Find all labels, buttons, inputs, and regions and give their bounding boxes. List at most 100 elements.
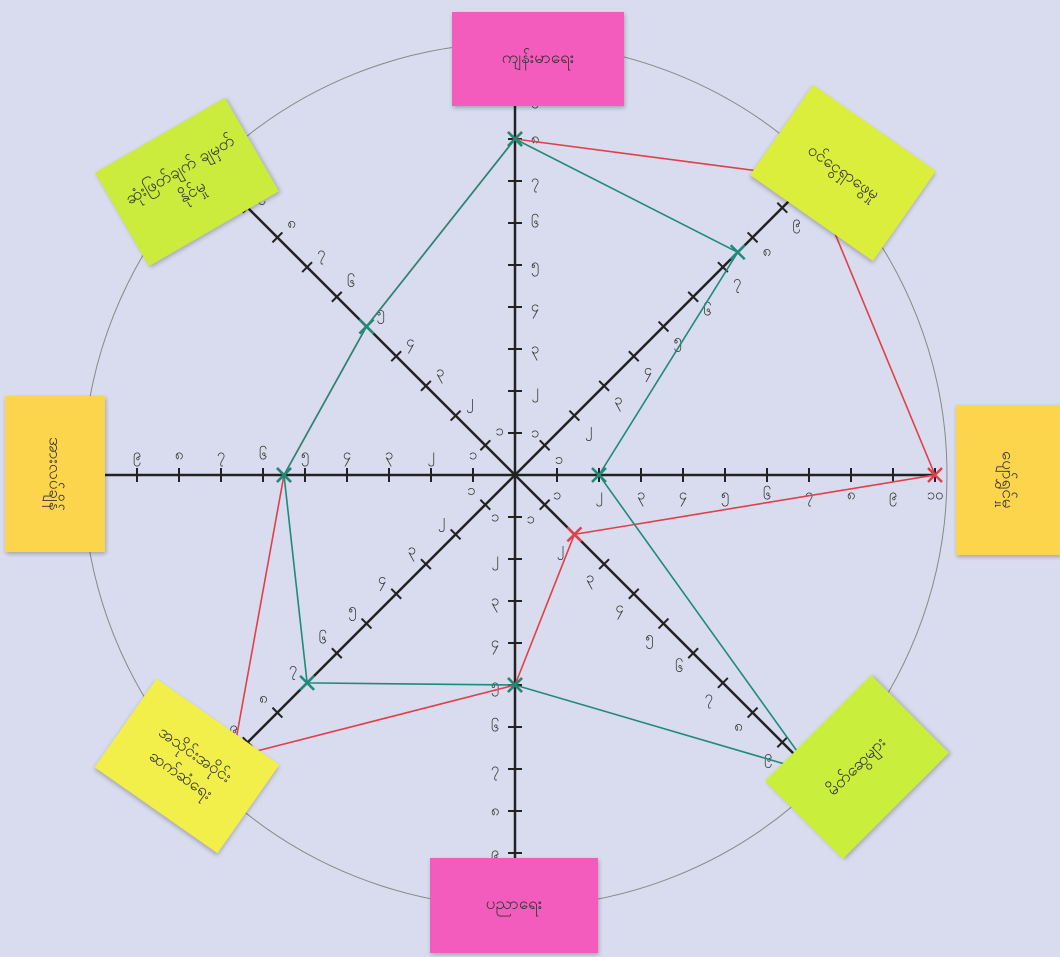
tick-mark bbox=[776, 736, 788, 748]
tick-label: ၇ bbox=[733, 272, 741, 293]
tick-label: ၃ bbox=[491, 592, 499, 613]
tick-label: ၉ bbox=[229, 719, 237, 740]
tick-label: ၂ bbox=[427, 446, 434, 467]
tick-mark bbox=[271, 706, 284, 719]
tick-label: ၁ bbox=[467, 481, 475, 499]
tick-label: ၂ bbox=[557, 539, 564, 560]
tick-mark bbox=[479, 439, 491, 451]
tick-label: ၁ bbox=[531, 424, 539, 442]
tick-label: ၇ bbox=[531, 172, 539, 193]
point-marker bbox=[927, 467, 943, 483]
tick-label: ၃ bbox=[385, 446, 393, 467]
tick-label: ၉ bbox=[764, 747, 772, 768]
tick-mark bbox=[301, 261, 313, 273]
point-marker bbox=[591, 467, 607, 483]
tick-mark bbox=[449, 528, 462, 541]
series-polygon bbox=[283, 137, 814, 774]
tick-label: ၉ bbox=[491, 844, 499, 865]
tick-label: ၅ bbox=[348, 600, 356, 621]
point-marker bbox=[299, 675, 315, 691]
tick-label: ၆ bbox=[763, 486, 771, 504]
tick-label: ၈ bbox=[762, 242, 771, 260]
tick-label: ၃ bbox=[408, 540, 416, 561]
tick-label: ၇ bbox=[317, 243, 325, 264]
tick-label: ၄ bbox=[531, 298, 539, 319]
axis-note: အားလပ်ချိန် bbox=[5, 396, 105, 552]
tick-label: ၆ bbox=[318, 630, 326, 648]
tick-label: ၂ bbox=[585, 420, 592, 441]
tick-label: ၆ bbox=[675, 658, 683, 676]
tick-label: ၂ bbox=[466, 392, 473, 413]
tick-mark bbox=[539, 499, 551, 511]
tick-label: ၈ bbox=[491, 802, 500, 820]
series-polygon bbox=[231, 138, 937, 759]
tick-mark bbox=[598, 558, 610, 570]
tick-mark bbox=[331, 647, 343, 659]
tick-mark bbox=[717, 677, 729, 689]
axis-note: ပျော်ရွှင်မှု bbox=[956, 405, 1060, 555]
tick-mark bbox=[628, 588, 640, 600]
tick-mark bbox=[390, 350, 402, 362]
point-marker bbox=[507, 677, 523, 693]
tick-label: ၄ bbox=[343, 446, 351, 467]
tick-label: ၄ bbox=[615, 598, 623, 619]
axis-note: ပညာရေး bbox=[430, 858, 598, 953]
tick-mark bbox=[568, 409, 581, 422]
tick-label: ၆ bbox=[347, 273, 355, 291]
tick-label: ၂ bbox=[438, 511, 445, 532]
tick-mark bbox=[360, 617, 373, 630]
tick-mark bbox=[449, 409, 462, 422]
tick-mark bbox=[539, 439, 551, 451]
tick-label: ၄ bbox=[406, 333, 414, 354]
tick-mark bbox=[628, 350, 640, 362]
tick-label: ၉ bbox=[792, 212, 800, 233]
tick-label: ၆ bbox=[491, 718, 499, 736]
tick-label: ၁ bbox=[469, 446, 477, 464]
tick-label: ၁ bbox=[491, 508, 499, 526]
tick-label: ၃ bbox=[637, 486, 645, 507]
tick-label: ၃ bbox=[586, 569, 594, 590]
tick-label: ၆ bbox=[531, 214, 539, 232]
tick-label: ၈ bbox=[734, 717, 743, 735]
tick-label: ၅ bbox=[491, 676, 499, 697]
tick-mark bbox=[657, 617, 670, 630]
tick-label: ၃ bbox=[531, 340, 539, 361]
tick-label: ၂ bbox=[595, 486, 602, 507]
tick-label: ၁ bbox=[553, 486, 561, 504]
tick-label: ၇ bbox=[289, 659, 297, 680]
tick-label: ၅ bbox=[645, 628, 653, 649]
tick-label: ၈ bbox=[175, 446, 184, 464]
tick-label: ၇ bbox=[705, 688, 713, 709]
tick-label: ၄ bbox=[491, 634, 499, 655]
tick-label: ၁ bbox=[495, 422, 503, 440]
tick-label: ၃ bbox=[436, 362, 444, 383]
tick-mark bbox=[687, 291, 699, 303]
tick-label: ၉ bbox=[133, 446, 141, 467]
tick-label: ၃ bbox=[614, 391, 622, 412]
tick-mark bbox=[776, 202, 788, 214]
point-marker bbox=[276, 467, 292, 483]
tick-label: ၆ bbox=[259, 446, 267, 464]
tick-label: ၂ bbox=[531, 382, 538, 403]
tick-label: ၅ bbox=[376, 303, 384, 324]
axis-note: ကျန်းမာရေး bbox=[452, 12, 624, 106]
tick-label: ၇ bbox=[217, 446, 225, 467]
tick-label: ၆ bbox=[703, 301, 711, 319]
tick-mark bbox=[390, 588, 402, 600]
tick-label: ၈ bbox=[847, 486, 856, 504]
tick-label: ၁ bbox=[526, 509, 534, 527]
tick-label: ၈ bbox=[531, 130, 540, 148]
tick-label: ၉ bbox=[889, 486, 897, 507]
tick-label: ၈ bbox=[287, 214, 296, 232]
tick-mark bbox=[746, 706, 759, 719]
tick-label: ၄ bbox=[644, 361, 652, 382]
tick-label: ၁၀ bbox=[927, 486, 944, 504]
tick-label: ၅ bbox=[673, 331, 681, 352]
point-marker bbox=[507, 131, 523, 147]
tick-mark bbox=[420, 380, 432, 392]
point-marker bbox=[729, 244, 746, 261]
tick-label: ၄ bbox=[679, 486, 687, 507]
tick-mark bbox=[271, 231, 284, 244]
tick-label: ၈ bbox=[259, 689, 268, 707]
